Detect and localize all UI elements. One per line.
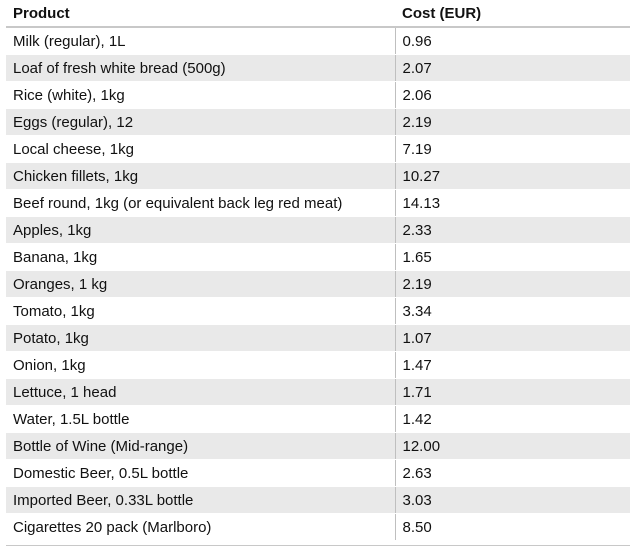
cost-cell: 1.42 <box>394 405 630 433</box>
table-row: Potato, 1kg 1.07 <box>6 324 630 352</box>
table-row: Water, 1.5L bottle 1.42 <box>6 405 630 433</box>
cost-cell: 10.27 <box>394 162 630 190</box>
cost-cell: 2.07 <box>394 54 630 82</box>
cost-cell: 1.65 <box>394 243 630 271</box>
table-row: Tomato, 1kg 3.34 <box>6 297 630 325</box>
table-row: Imported Beer, 0.33L bottle 3.03 <box>6 486 630 514</box>
product-cell: Tomato, 1kg <box>6 297 395 325</box>
product-cell: Beef round, 1kg (or equivalent back leg … <box>6 189 395 217</box>
product-cell: Loaf of fresh white bread (500g) <box>6 54 395 82</box>
header-row: Product Cost (EUR) <box>6 0 630 28</box>
table-bottom-rule <box>6 545 630 546</box>
product-cell: Cigarettes 20 pack (Marlboro) <box>6 513 395 541</box>
table-row: Banana, 1kg 1.65 <box>6 243 630 271</box>
table-row: Local cheese, 1kg 7.19 <box>6 135 630 163</box>
product-cell: Potato, 1kg <box>6 324 395 352</box>
product-cell: Imported Beer, 0.33L bottle <box>6 486 395 514</box>
table-row: Milk (regular), 1L 0.96 <box>6 27 630 55</box>
table-row: Loaf of fresh white bread (500g) 2.07 <box>6 54 630 82</box>
cost-cell: 3.03 <box>394 486 630 514</box>
cost-cell: 8.50 <box>394 513 630 541</box>
cost-cell: 1.71 <box>394 378 630 406</box>
table-row: Rice (white), 1kg 2.06 <box>6 81 630 109</box>
cost-cell: 2.19 <box>394 108 630 136</box>
product-cell: Lettuce, 1 head <box>6 378 395 406</box>
product-cell: Rice (white), 1kg <box>6 81 395 109</box>
table-body: Milk (regular), 1L 0.96 Loaf of fresh whit… <box>6 27 630 541</box>
cost-cell: 12.00 <box>394 432 630 460</box>
table-row: Bottle of Wine (Mid-range) 12.00 <box>6 432 630 460</box>
product-cell: Banana, 1kg <box>6 243 395 271</box>
table-header: Product Cost (EUR) <box>6 0 630 28</box>
header-product: Product <box>6 0 395 28</box>
cost-cell: 2.06 <box>394 81 630 109</box>
cost-cell: 7.19 <box>394 135 630 163</box>
header-cost: Cost (EUR) <box>395 0 630 28</box>
table-row: Domestic Beer, 0.5L bottle 2.63 <box>6 459 630 487</box>
cost-cell: 2.33 <box>394 216 630 244</box>
product-cell: Milk (regular), 1L <box>6 27 395 55</box>
product-cell: Water, 1.5L bottle <box>6 405 395 433</box>
product-cell: Oranges, 1 kg <box>6 270 395 298</box>
table-row: Cigarettes 20 pack (Marlboro) 8.50 <box>6 513 630 541</box>
cost-cell: 0.96 <box>394 27 630 55</box>
cost-cell: 3.34 <box>394 297 630 325</box>
product-cell: Apples, 1kg <box>6 216 395 244</box>
cost-cell: 14.13 <box>394 189 630 217</box>
table-row: Apples, 1kg 2.33 <box>6 216 630 244</box>
table-row: Chicken fillets, 1kg 10.27 <box>6 162 630 190</box>
product-cell: Eggs (regular), 12 <box>6 108 395 136</box>
cost-cell: 2.63 <box>394 459 630 487</box>
product-cell: Chicken fillets, 1kg <box>6 162 395 190</box>
table-row: Onion, 1kg 1.47 <box>6 351 630 379</box>
product-cell: Local cheese, 1kg <box>6 135 395 163</box>
price-table: Product Cost (EUR) Milk (regular), 1L 0.9… <box>6 0 630 541</box>
product-cell: Domestic Beer, 0.5L bottle <box>6 459 395 487</box>
product-cell: Bottle of Wine (Mid-range) <box>6 432 395 460</box>
table-row: Eggs (regular), 12 2.19 <box>6 108 630 136</box>
product-cell: Onion, 1kg <box>6 351 395 379</box>
table-row: Oranges, 1 kg 2.19 <box>6 270 630 298</box>
table-row: Beef round, 1kg (or equivalent back leg … <box>6 189 630 217</box>
table-row: Lettuce, 1 head 1.71 <box>6 378 630 406</box>
cost-cell: 2.19 <box>394 270 630 298</box>
cost-cell: 1.07 <box>394 324 630 352</box>
cost-cell: 1.47 <box>394 351 630 379</box>
